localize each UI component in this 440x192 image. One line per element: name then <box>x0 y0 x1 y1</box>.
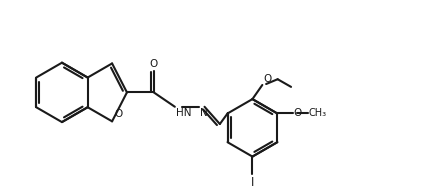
Text: O: O <box>114 109 122 119</box>
Text: N: N <box>200 108 208 118</box>
Text: I: I <box>251 176 254 189</box>
Text: O: O <box>150 59 158 69</box>
Text: O: O <box>263 74 271 84</box>
Text: HN: HN <box>176 108 191 118</box>
Text: CH₃: CH₃ <box>309 108 327 118</box>
Text: O: O <box>293 108 302 118</box>
